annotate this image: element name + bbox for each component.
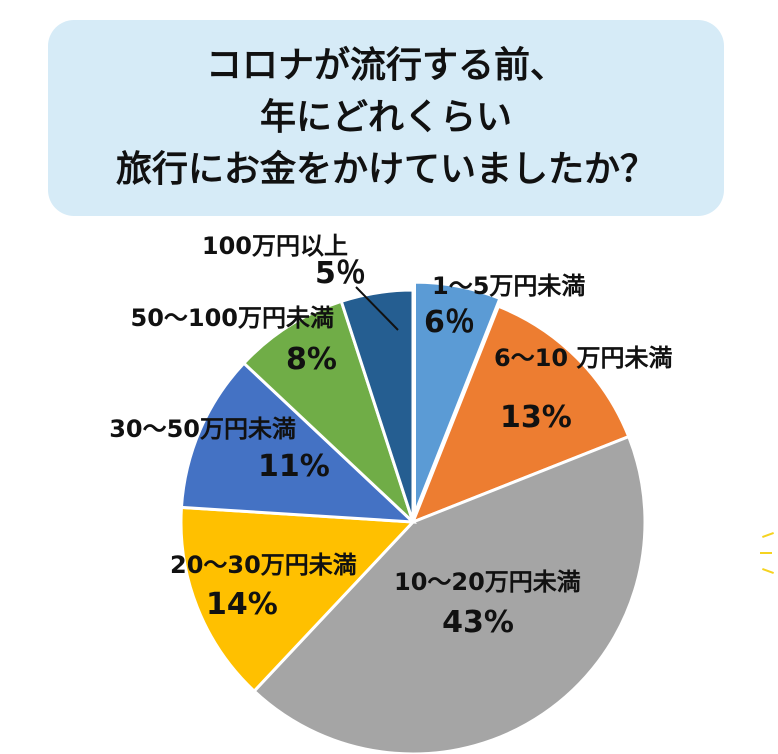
slice-percent-label: 6％: [424, 305, 475, 340]
slice-label: 100万円以上: [202, 232, 348, 260]
pie-slice: [339, 288, 415, 523]
chart-title-line-3: 旅行にお金をかけていましたか？: [115, 149, 656, 190]
chart-title-box: コロナが流行する前、 年にどれくらい 旅行にお金をかけていましたか？: [48, 20, 724, 216]
pie-slice: [179, 505, 417, 694]
slice-label: 1～5万円未満: [432, 272, 585, 300]
slice-percent-label: 11%: [258, 449, 330, 484]
pie-slice: [410, 304, 631, 525]
slice-percent-label: 14%: [206, 587, 278, 622]
leader-line: [355, 286, 399, 331]
slice-label: 50～100万円未満: [131, 304, 335, 332]
slice-label: 30～50万円未満: [109, 415, 296, 443]
slice-percent-label: 43%: [442, 605, 514, 640]
slice-percent-label: 5％: [315, 256, 366, 291]
pie-slice: [179, 361, 418, 524]
slice-percent-label: 13%: [500, 400, 572, 435]
pie-slice: [412, 280, 502, 515]
chart-title-line-2: 年にどれくらい: [259, 97, 512, 138]
decorative-ray: [760, 552, 772, 554]
slice-label: 10～20万円未満: [394, 568, 581, 596]
slice-percent-label: 8%: [286, 342, 337, 377]
slice-label: 20～30万円未満: [170, 551, 357, 579]
slice-label: 6～10 万円未満: [494, 344, 672, 372]
pie-slice: [241, 299, 415, 524]
chart-title-line-1: コロナが流行する前、: [205, 45, 566, 86]
pie-slice: [252, 434, 647, 754]
